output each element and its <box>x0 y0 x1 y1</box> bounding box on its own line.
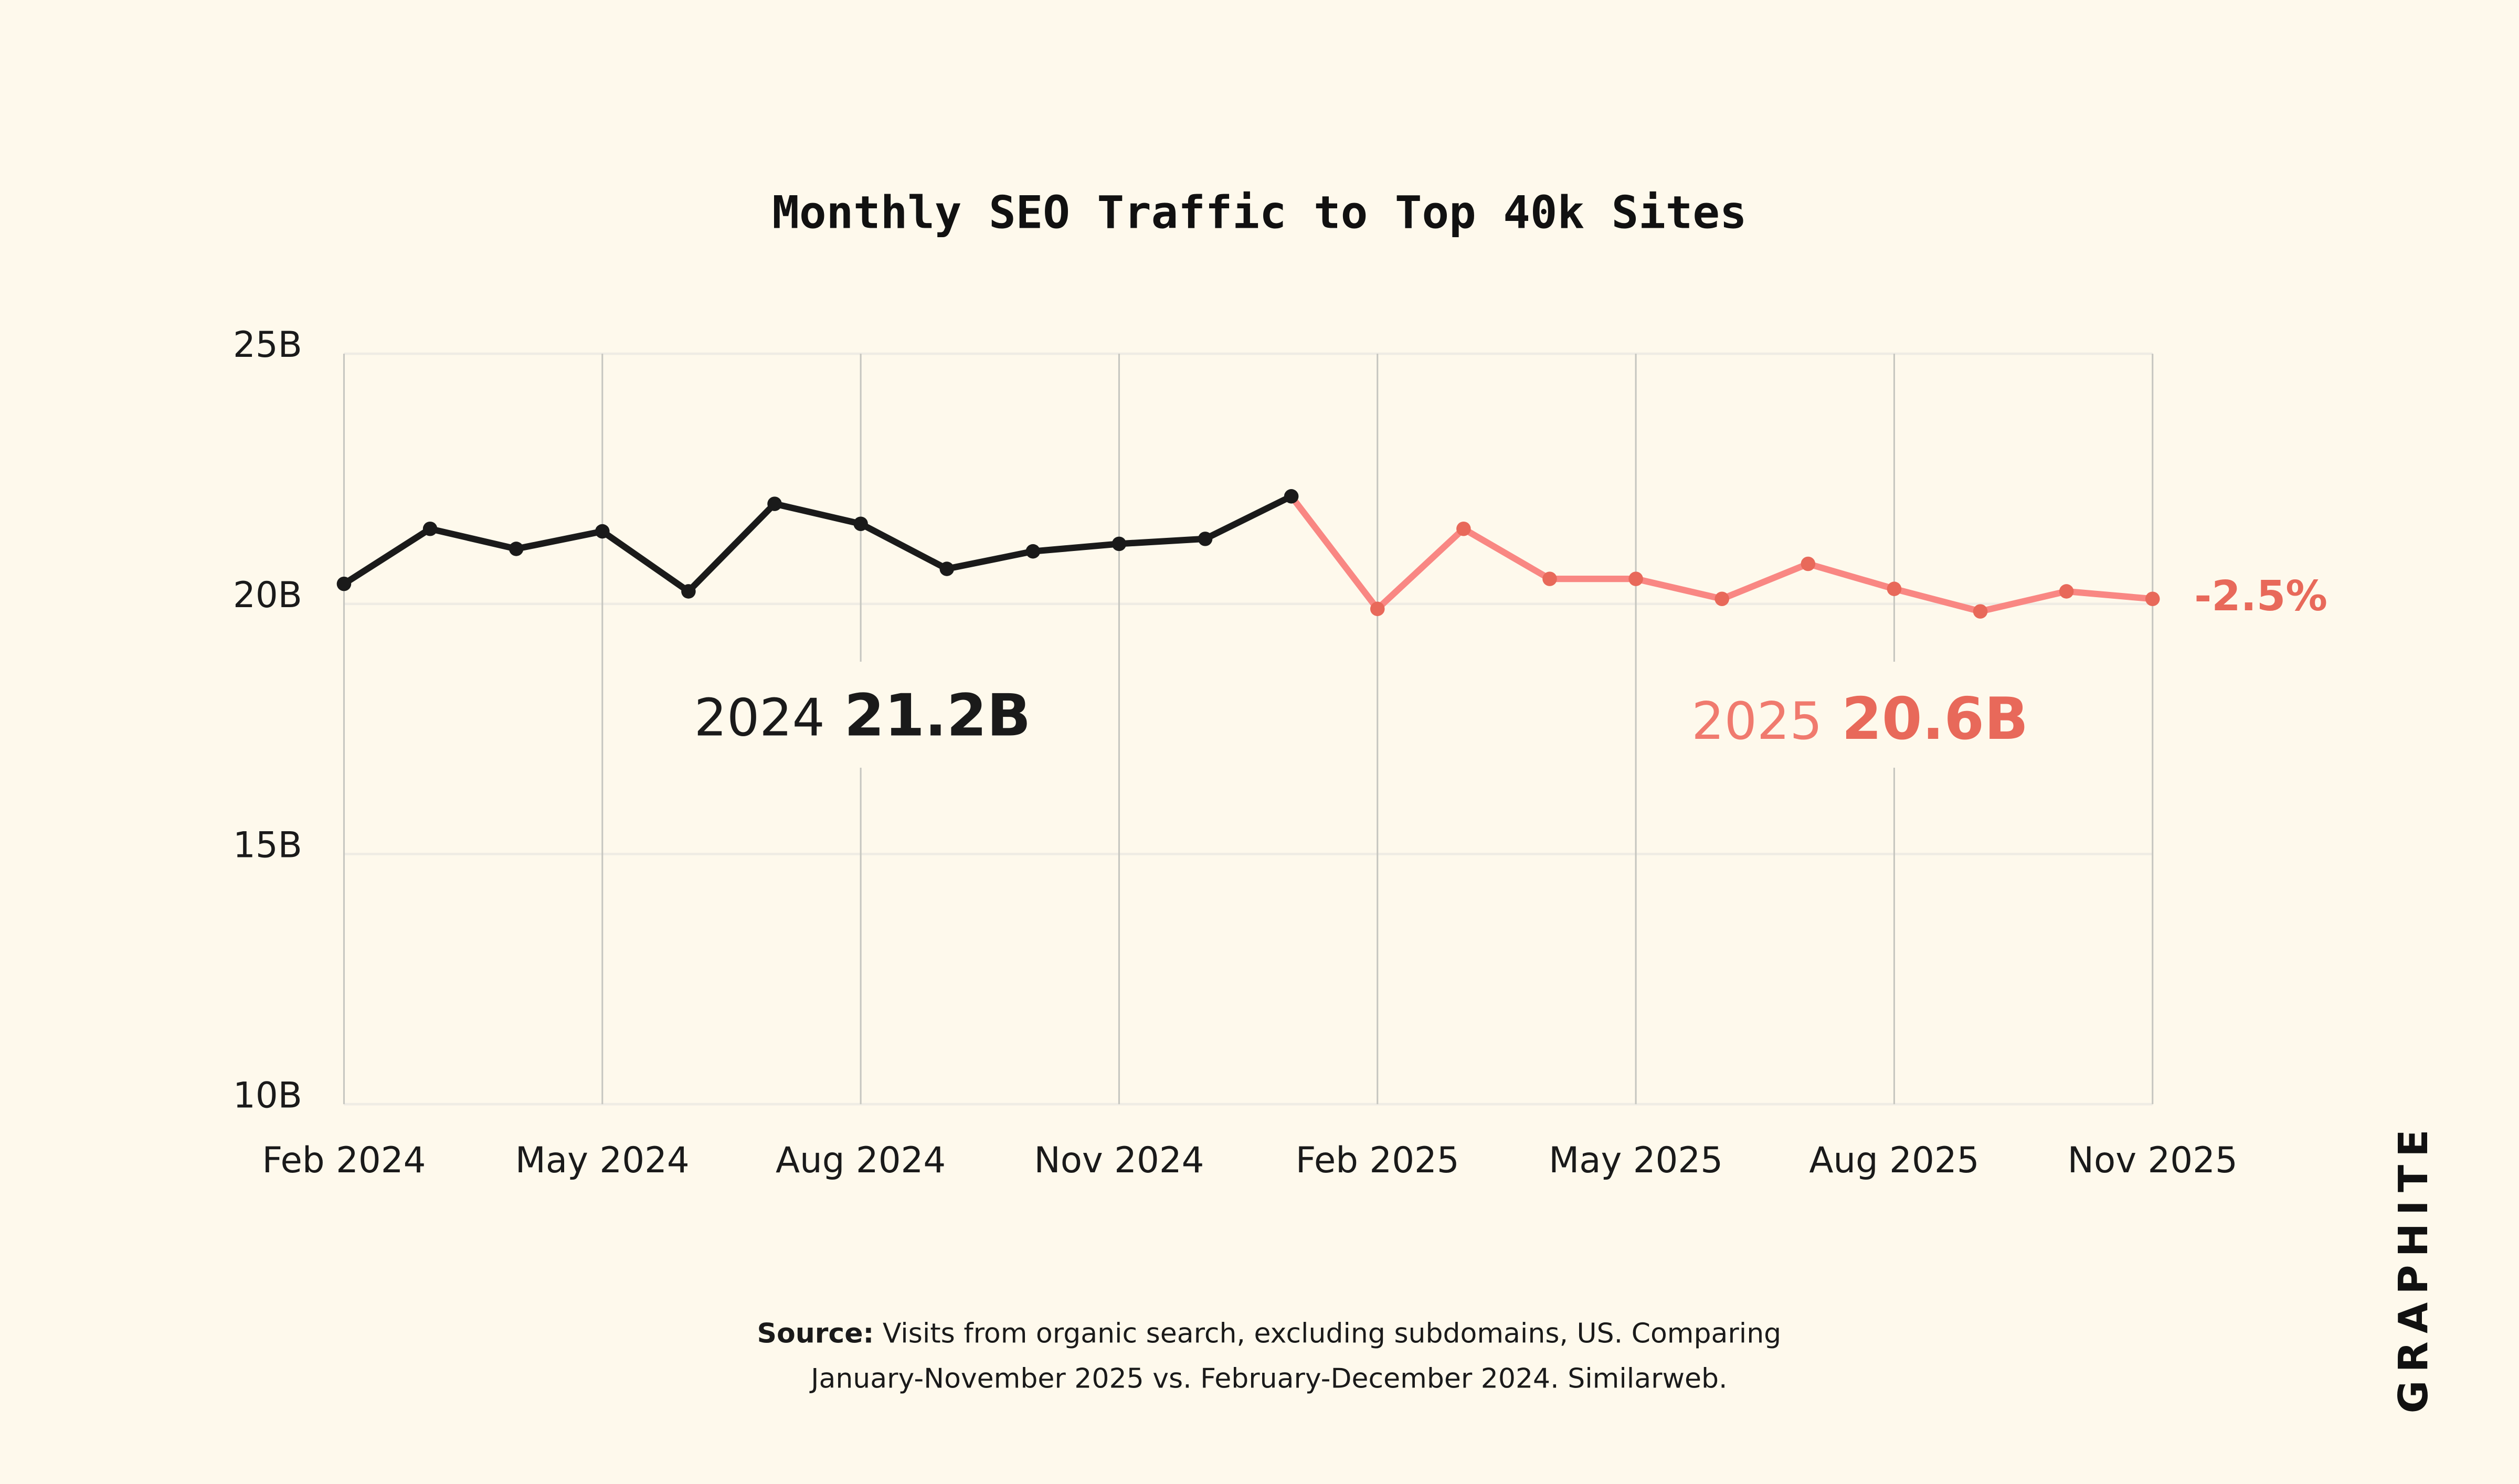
y-tick-label: 10B <box>233 1075 302 1116</box>
source-text-1: Visits from organic search, excluding su… <box>874 1318 1781 1350</box>
annotation-2024-value: 21.2B <box>844 682 1031 749</box>
data-point <box>595 524 610 539</box>
data-point <box>1714 591 1729 607</box>
annotation-2025-value: 20.6B <box>1841 685 2028 752</box>
data-point <box>1887 581 1902 596</box>
y-tick-label: 15B <box>233 825 302 866</box>
series-line-1 <box>1374 525 2156 615</box>
x-tick-label: Aug 2024 <box>776 1140 946 1181</box>
data-point <box>1542 571 1557 586</box>
data-point <box>1456 522 1471 536</box>
data-point <box>1973 604 1988 619</box>
source-line-1: Source: Visits from organic search, excl… <box>757 1318 1782 1350</box>
data-point <box>1198 532 1213 546</box>
data-point <box>767 496 782 511</box>
annotation-bg <box>1681 661 2036 768</box>
annotation-2024: 2024 21.2B <box>694 682 1031 749</box>
graphite-logo: GRAPHITE <box>2390 1121 2437 1413</box>
data-point <box>336 576 352 591</box>
annotation-bg <box>683 661 1020 768</box>
source-label: Source: <box>757 1318 874 1350</box>
x-tick-label: Nov 2024 <box>1034 1140 1204 1181</box>
x-tick-label: May 2025 <box>1549 1140 1723 1181</box>
data-point <box>1628 571 1643 586</box>
annotation-2024-year: 2024 <box>694 688 825 748</box>
data-point <box>681 584 696 599</box>
data-point <box>1025 544 1041 559</box>
data-point <box>853 516 868 532</box>
data-point <box>2145 591 2160 607</box>
data-point <box>1801 556 1816 571</box>
grid <box>343 352 2154 1106</box>
data-point <box>939 561 954 576</box>
x-tick-label: May 2024 <box>515 1140 690 1181</box>
annotation-2025-year: 2025 <box>1691 692 1822 751</box>
data-point <box>2059 584 2074 599</box>
x-tick-label: Aug 2025 <box>1809 1140 1979 1181</box>
series <box>336 489 2160 619</box>
change-label: -2.5% <box>2194 571 2327 620</box>
chart-title: Monthly SEO Traffic to Top 40k Sites <box>772 187 1747 239</box>
data-point <box>422 522 438 536</box>
y-tick-label: 20B <box>233 575 302 616</box>
series-connector <box>1288 493 1381 612</box>
series-line-0 <box>341 493 1295 595</box>
x-axis: Feb 2024 May 2024 Aug 2024 Nov 2024 Feb 2025… <box>262 1140 2237 1181</box>
x-tick-label: Nov 2025 <box>2068 1140 2238 1181</box>
x-tick-label: Feb 2024 <box>262 1140 426 1181</box>
data-point <box>1370 601 1385 617</box>
data-point <box>1112 536 1127 552</box>
data-point <box>509 542 524 556</box>
x-tick-label: Feb 2025 <box>1296 1140 1459 1181</box>
source-line-2: January-November 2025 vs. February-Decem… <box>809 1363 1727 1394</box>
data-point <box>1284 489 1299 504</box>
annotation-2025: 2025 20.6B <box>1691 685 2028 752</box>
y-tick-label: 25B <box>233 324 302 365</box>
y-axis: 25B 20B 15B 10B <box>233 324 302 1116</box>
